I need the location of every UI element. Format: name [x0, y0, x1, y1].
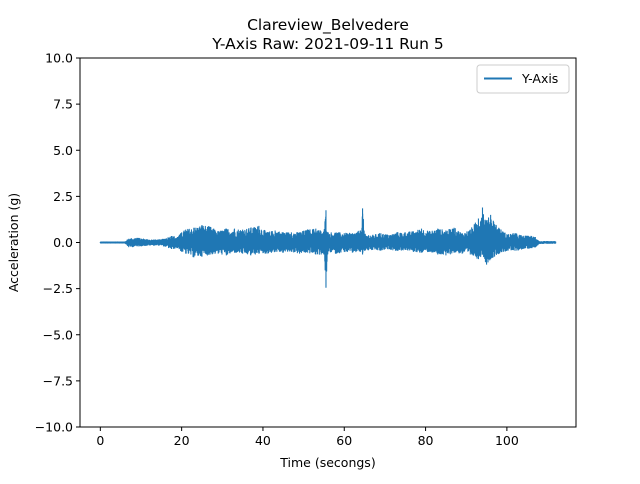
axes-layer: 0 20 40 60 80 100 −10.0 −7.5 −5.0 −2.5 0.0 2.5 5.0 7.…	[35, 51, 519, 449]
x-tick-label: 40	[255, 433, 271, 448]
y-tick-label: 10.0	[45, 51, 73, 66]
y-tick-label: 5.0	[53, 143, 73, 158]
y-axis-label: Acceleration (g)	[6, 193, 21, 292]
y-tick-label: 7.5	[53, 97, 73, 112]
chart-title-line2: Y-Axis Raw: 2021-09-11 Run 5	[211, 35, 443, 53]
chart-title-line1: Clareview_Belvedere	[247, 16, 409, 35]
x-axis-label: Time (secongs)	[279, 455, 375, 470]
legend-label-y-axis: Y-Axis	[521, 71, 558, 86]
y-tick-label: −2.5	[43, 281, 73, 296]
x-tick-label: 80	[418, 433, 434, 448]
y-tick-label: 0.0	[53, 235, 73, 250]
x-tick-label: 100	[495, 433, 519, 448]
x-tick-label: 20	[174, 433, 190, 448]
series-layer	[99, 207, 557, 288]
plot-frame	[79, 57, 577, 428]
legend-box	[476, 64, 570, 94]
y-tick-label: −10.0	[35, 420, 73, 435]
x-tick-label: 60	[336, 433, 352, 448]
y-tick-label: −5.0	[43, 327, 73, 342]
x-tick-label: 0	[96, 433, 104, 448]
legend: Y-Axis	[476, 64, 570, 94]
plot-area	[99, 207, 557, 288]
y-tick-label: 2.5	[53, 189, 73, 204]
y-tick-label: −7.5	[43, 373, 73, 388]
